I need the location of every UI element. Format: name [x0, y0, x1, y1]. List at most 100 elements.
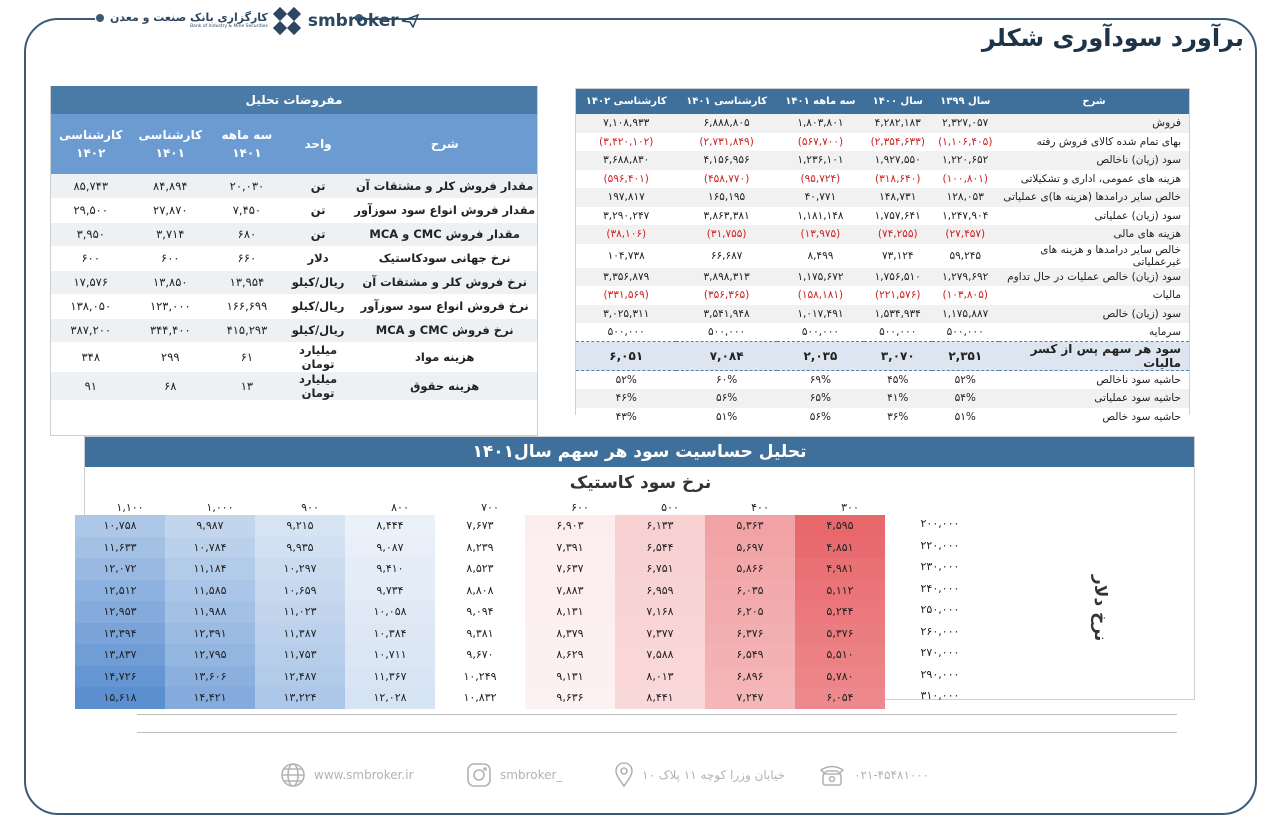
profit-row: سود (زیان) ناخالص ۱,۲۲۰,۶۵۲ ۱,۹۲۷,۵۵۰ ۱,۲۳۶… — [576, 151, 1189, 170]
assumption-unit: دلار — [283, 246, 353, 271]
dollar-rate-tick: ۲۶۰,۰۰۰ — [920, 624, 960, 638]
assumption-desc: نرخ جهانی سودکاستیک — [352, 246, 537, 271]
sensitivity-cell: ۶,۳۷۶ — [705, 622, 795, 644]
caustic-rate-tick: ۴۰۰ — [751, 501, 769, 514]
profit-row: خالص سایر درامدها (هزینه ها)ی عملیاتی ۱۲۸… — [576, 188, 1189, 207]
dollar-rate-tick: ۲۷۰,۰۰۰ — [920, 646, 960, 659]
row-value: ۷۳,۱۲۴ — [864, 243, 932, 268]
row-value: ۱,۲۷۹,۶۹۲ — [931, 267, 999, 286]
footer-website[interactable]: www.smbroker.ir — [280, 760, 414, 790]
assumption-q1401: ۶۱ — [210, 342, 284, 372]
dollar-rate-tick: ۲۴۰,۰۰۰ — [920, 581, 960, 595]
footer-instagram[interactable]: smbroker_ — [466, 760, 562, 790]
sensitivity-cell: ۷,۲۴۷ — [705, 687, 795, 709]
assumption-e1402: ۶۰۰ — [51, 246, 131, 271]
row-value: (۲,۳۵۴,۶۳۳) — [864, 132, 932, 151]
assumption-e1402: ۳۴۸ — [51, 342, 131, 372]
caustic-rate-tick: ۷۰۰ — [481, 501, 499, 514]
profit-row: حاشیه سود عملیاتی ۵۴% ۴۱% ۶۵% ۵۶% ۴۶% — [576, 389, 1189, 408]
row-value: ۳,۰۷۰ — [864, 341, 932, 371]
profit-table: شرح سال ۱۳۹۹ سال ۱۴۰۰ سه ماهه ۱۴۰۱ کارشن… — [576, 89, 1189, 426]
sensitivity-cell: ۱۳,۲۲۴ — [255, 687, 345, 709]
row-value: ۱,۱۷۵,۶۷۲ — [776, 267, 864, 286]
bank-name-fa: کارگزاری بانک صنعت و معدن — [110, 11, 268, 24]
row-value: (۱۳,۹۷۵) — [776, 225, 864, 244]
column-header: کارشناسی ۱۴۰۱ — [676, 89, 777, 114]
sensitivity-cell: ۶,۰۳۵ — [705, 579, 795, 601]
sensitivity-cell: ۴,۵۹۵ — [795, 515, 885, 537]
assumption-desc: مقدار فروش کلر و مشتقات آن — [352, 174, 537, 199]
assumption-q1401: ۱۳,۹۵۴ — [210, 270, 284, 295]
sensitivity-cell: ۱۰,۷۸۴ — [165, 536, 255, 558]
row-value: ۱۶۵,۱۹۵ — [676, 188, 777, 207]
sensitivity-cell: ۶,۹۵۹ — [615, 579, 705, 601]
sensitivity-cell: ۸,۳۷۹ — [525, 622, 615, 644]
sensitivity-cell: ۱۳,۳۹۴ — [75, 622, 165, 644]
sensitivity-cell: ۱۲,۵۱۲ — [75, 579, 165, 601]
assumption-row: مقدار فروش انواع سود سوزآور تن ۷,۴۵۰ ۲۷,۸۷۰… — [51, 198, 537, 223]
row-value: (۳۵۶,۳۶۵) — [676, 286, 777, 305]
profit-row: خالص سایر درامدها و هزینه های غیرعملیاتی… — [576, 243, 1189, 268]
caustic-rate-axis-label: نرخ سود کاستیک — [569, 473, 712, 493]
sensitivity-cell: ۸,۴۴۱ — [615, 687, 705, 709]
sensitivity-panel: تحلیل حساسیت سود هر سهم سال۱۴۰۱ نرخ سود … — [75, 436, 1195, 709]
sensitivity-cell: ۵,۷۸۰ — [795, 665, 885, 687]
assumption-e1402: ۱۷,۵۷۶ — [51, 270, 131, 295]
assumption-unit: ریال/کیلو — [283, 318, 353, 343]
column-header: شرح — [999, 89, 1189, 114]
location-pin-icon — [615, 762, 633, 788]
assumption-q1401: ۴۱۵,۲۹۳ — [210, 318, 284, 343]
assumption-row: نرخ فروش CMC و MCA ریال/کیلو ۴۱۵,۲۹۳ ۳۴۴,۴۰… — [51, 318, 537, 343]
row-value: ۳,۶۸۸,۸۳۰ — [576, 151, 677, 170]
sensitivity-cell: ۱۰,۳۸۴ — [345, 622, 435, 644]
caustic-rate-tick: ۱,۱۰۰ — [116, 501, 144, 514]
assumption-q1401: ۲۰,۰۳۰ — [210, 174, 284, 199]
row-value: ۴,۱۵۶,۹۵۶ — [676, 151, 777, 170]
sensitivity-cell: ۱۱,۰۲۳ — [255, 601, 345, 623]
sensitivity-cell: ۹,۶۳۶ — [525, 687, 615, 709]
sensitivity-cell: ۱۰,۲۴۹ — [435, 665, 525, 687]
row-value: ۴۰,۷۷۱ — [776, 188, 864, 207]
sensitivity-cell: ۹,۹۳۵ — [255, 536, 345, 558]
row-label: حاشیه سود عملیاتی — [999, 389, 1189, 408]
caustic-rate-tick: ۵۰۰ — [661, 501, 679, 514]
row-value: ۳,۳۵۶,۸۷۹ — [576, 267, 677, 286]
sensitivity-cell: ۴,۸۵۱ — [795, 536, 885, 558]
row-value: (۱,۱۰۶,۴۰۵) — [931, 132, 999, 151]
assumption-row: نرخ فروش انواع سود سوزآور ریال/کیلو ۱۶۶,۶۹… — [51, 294, 537, 319]
sensitivity-cell: ۱۲,۳۹۱ — [165, 622, 255, 644]
row-label: سود (زیان) ناخالص — [999, 151, 1189, 170]
sensitivity-cell: ۶,۲۰۵ — [705, 601, 795, 623]
row-value: ۱,۵۳۴,۹۳۴ — [864, 304, 932, 323]
assumption-e1402: ۸۵,۷۴۳ — [51, 174, 131, 199]
assumption-row: نرخ فروش کلر و مشتقات آن ریال/کیلو ۱۳,۹۵۴ ۱… — [51, 270, 537, 295]
assumption-row: نرخ جهانی سودکاستیک دلار ۶۶۰ ۶۰۰ ۶۰۰ — [51, 246, 537, 271]
row-label: خالص سایر درامدها (هزینه ها)ی عملیاتی — [999, 188, 1189, 207]
footer-phone[interactable]: ۰۲۱-۴۵۴۸۱۰۰۰ — [818, 760, 929, 790]
sensitivity-cell: ۱۰,۸۳۲ — [435, 687, 525, 709]
assumption-desc: نرخ فروش CMC و MCA — [352, 318, 537, 343]
row-value: ۱,۲۲۰,۶۵۲ — [931, 151, 999, 170]
sensitivity-title: تحلیل حساسیت سود هر سهم سال۱۴۰۱ — [85, 437, 1194, 467]
row-value: ۱,۱۸۱,۱۴۸ — [776, 206, 864, 225]
profit-row: هزینه های مالی (۲۷,۴۵۷) (۷۴,۲۵۵) (۱۳,۹۷۵) (۳… — [576, 225, 1189, 244]
profit-row: فروش ۲,۳۲۷,۰۵۷ ۴,۲۸۲,۱۸۳ ۱,۸۰۳,۸۰۱ ۶,۸۸۸,۸۰۵… — [576, 114, 1189, 133]
dollar-rate-tick: ۲۹۰,۰۰۰ — [920, 667, 960, 681]
row-value: ۱۴۸,۷۳۱ — [864, 188, 932, 207]
sensitivity-cell: ۱۳,۶۰۶ — [165, 665, 255, 687]
assumption-e1401: ۳,۷۱۴ — [130, 222, 211, 247]
row-value: (۷۴,۲۵۵) — [864, 225, 932, 244]
profit-row: سود هر سهم پس از کسر مالیات ۲,۳۵۱ ۳,۰۷۰ ۲,۰… — [576, 341, 1189, 371]
row-value: ۱,۹۲۷,۵۵۰ — [864, 151, 932, 170]
row-value: ۵۱% — [676, 407, 777, 426]
row-label: سود (زیان) خالص عملیات در حال تداوم — [999, 267, 1189, 286]
sensitivity-cell: ۷,۸۸۳ — [525, 579, 615, 601]
assumption-e1401: ۱۲۳,۰۰۰ — [130, 294, 211, 319]
dollar-rate-tick: ۲۲۰,۰۰۰ — [920, 538, 960, 552]
row-value: ۴,۲۸۲,۱۸۳ — [864, 114, 932, 133]
row-label: سود هر سهم پس از کسر مالیات — [999, 341, 1189, 371]
row-value: ۶۵% — [776, 389, 864, 408]
row-value: (۳,۴۲۰,۱۰۲) — [576, 132, 677, 151]
row-value: ۵۰۰,۰۰۰ — [931, 323, 999, 342]
sensitivity-cell: ۱۱,۶۳۳ — [75, 536, 165, 558]
